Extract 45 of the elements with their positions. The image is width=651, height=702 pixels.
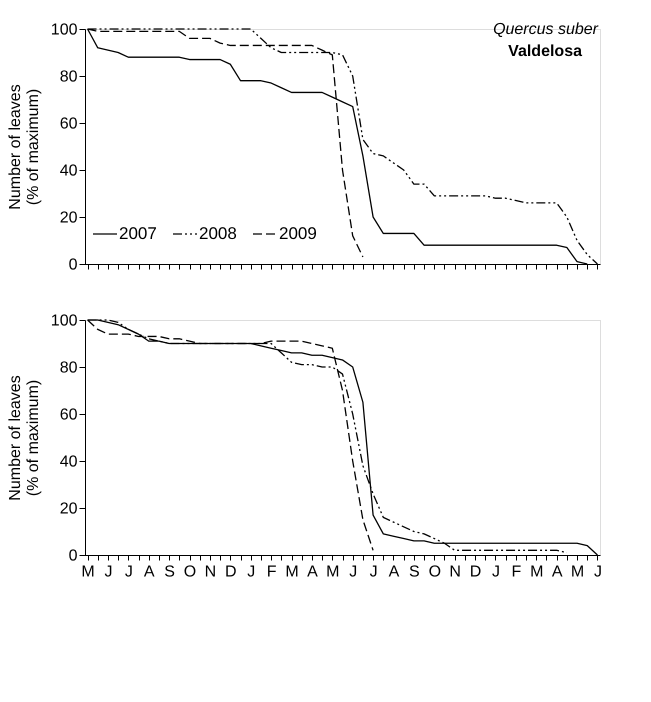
x-tick-label: D [470,564,482,580]
x-tick-label: S [164,564,175,580]
x-tick-label: F [266,564,277,580]
y-tick-label: 40 [60,454,78,470]
x-tick-label: J [370,564,378,580]
y-tick-label: 100 [50,312,78,330]
x-tick-label: J [247,564,256,580]
x-tick-label: O [428,564,442,580]
y-tick-label: 60 [60,116,78,132]
x-tick-label: O [184,564,196,580]
x-tick-label: A [307,564,318,580]
x-tick-label: J [349,564,358,580]
legend-label: 2008 [199,224,237,243]
x-tick-label: F [511,564,522,580]
x-tick-label: J [594,564,602,580]
y-tick-label: 20 [60,210,78,226]
legend-label: 2007 [119,224,157,243]
x-tick-label: A [144,564,155,580]
x-tick-label: N [449,564,461,580]
y-tick-label: 80 [60,360,78,376]
x-tick-label: N [204,564,216,580]
x-tick-label: D [225,564,237,580]
text: Valdelosa [508,43,582,60]
x-tick-label: A [552,564,563,580]
y-tick-label: 60 [60,406,78,424]
x-tick-label: M [285,564,299,580]
y-tick-label: 80 [60,68,78,86]
y-tick-label: 40 [60,162,78,180]
y-tick-label: 0 [68,256,78,274]
chart-title: Quercus suber [493,21,599,38]
y-axis-title: Number of leaves (% of maximum) [6,84,42,210]
legend-label: 2009 [279,224,317,243]
x-tick-label: J [104,564,112,580]
x-tick-label: M [81,564,95,580]
x-tick-label: M [326,564,340,580]
x-tick-label: A [388,564,400,580]
x-tick-label: J [492,564,500,580]
y-tick-label: 100 [50,22,78,38]
y-tick-label: 20 [60,500,78,518]
x-tick-label: M [570,564,584,580]
y-tick-label: 0 [68,548,78,564]
y-axis-title: Number of leaves (% of maximum) [6,375,42,501]
x-tick-label: J [124,564,133,580]
x-tick-label: M [530,564,544,580]
x-tick-label: S [409,564,420,580]
